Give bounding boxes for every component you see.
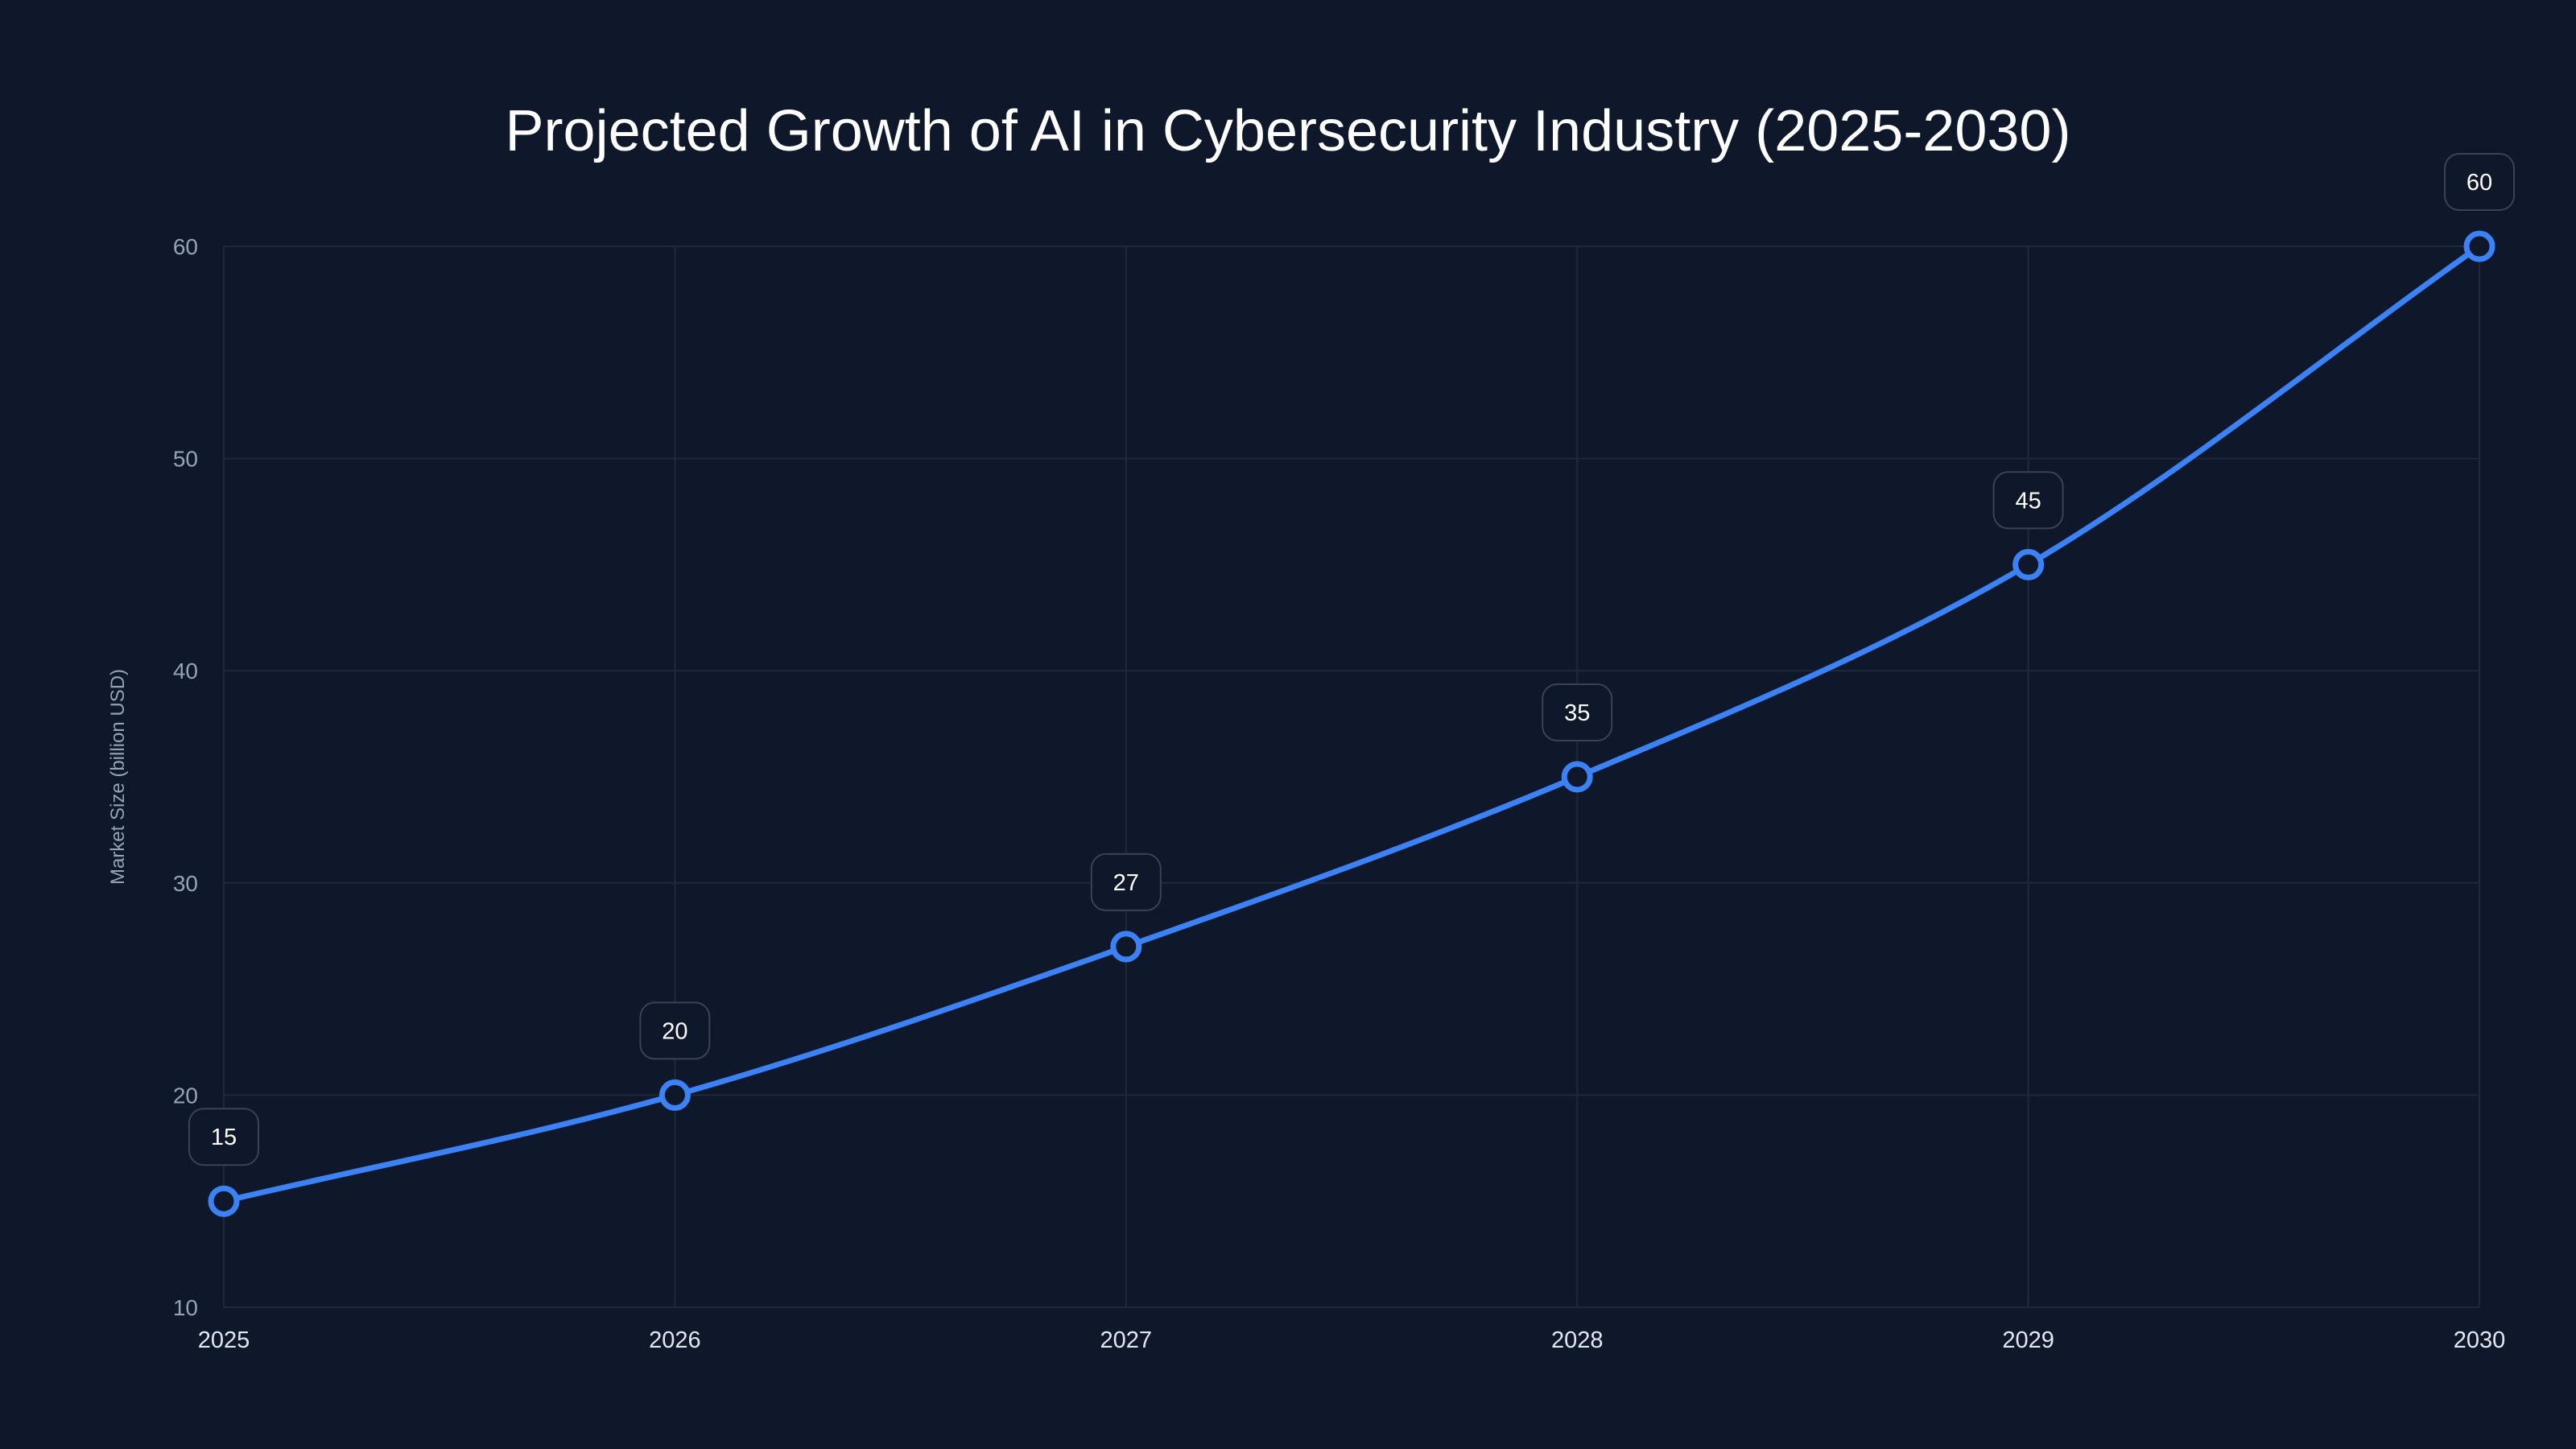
data-point [2013, 548, 2045, 580]
y-tick-label: 50 [173, 447, 198, 472]
data-label: 27 [1090, 852, 1162, 911]
data-label: 20 [639, 1001, 711, 1060]
data-label-box [639, 1001, 711, 1060]
data-point [658, 1079, 691, 1111]
grid [223, 246, 2480, 1308]
data-label-box [1090, 852, 1162, 911]
data-label-box [2444, 153, 2515, 211]
data-label: 45 [1992, 471, 2064, 530]
y-tick-label: 10 [173, 1295, 198, 1320]
data-point [1110, 931, 1142, 963]
x-tick-label: 2025 [198, 1327, 250, 1353]
data-label-box [1992, 471, 2064, 530]
x-tick-label: 2029 [2002, 1327, 2054, 1353]
data-label-text: 35 [1564, 700, 1590, 726]
data-label-text: 27 [1113, 870, 1139, 896]
y-tick-label: 40 [173, 658, 198, 683]
y-axis: 10 20 30 40 50 60 [173, 234, 198, 1320]
data-label-box [188, 1108, 259, 1166]
data-label: 60 [2444, 153, 2515, 211]
y-tick-label: 60 [173, 234, 198, 259]
data-label: 15 [188, 1108, 259, 1166]
x-tick-label: 2030 [2454, 1327, 2506, 1353]
data-labels: 15 20 27 35 45 60 [188, 153, 2515, 1166]
x-axis: 2025 2026 2027 2028 2029 2030 [198, 1327, 2506, 1353]
data-points [208, 230, 2496, 1217]
series-line [221, 243, 2483, 1204]
data-label-text: 60 [2467, 170, 2492, 196]
y-tick-label: 20 [173, 1083, 198, 1108]
x-tick-label: 2028 [1551, 1327, 1604, 1353]
y-axis-label: Market Size (billion USD) [107, 669, 129, 885]
chart-title: Projected Growth of AI in Cybersecurity … [506, 99, 2071, 163]
data-point [2463, 230, 2496, 262]
x-tick-label: 2027 [1100, 1327, 1153, 1353]
x-tick-label: 2026 [649, 1327, 701, 1353]
data-label-box [1542, 683, 1613, 741]
data-label: 35 [1542, 683, 1613, 741]
y-tick-label: 30 [173, 871, 198, 896]
data-point [1561, 761, 1593, 793]
data-label-text: 45 [2015, 488, 2041, 514]
data-label-text: 15 [211, 1125, 237, 1150]
data-label-text: 20 [662, 1018, 687, 1044]
data-point [208, 1185, 240, 1217]
